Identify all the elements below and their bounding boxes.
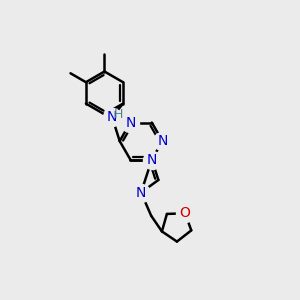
Text: H: H [114, 108, 123, 121]
Text: O: O [180, 206, 190, 220]
Text: N: N [136, 185, 146, 200]
Text: N: N [147, 153, 157, 166]
Text: N: N [157, 134, 168, 148]
Text: N: N [125, 116, 136, 130]
Text: N: N [107, 110, 117, 124]
